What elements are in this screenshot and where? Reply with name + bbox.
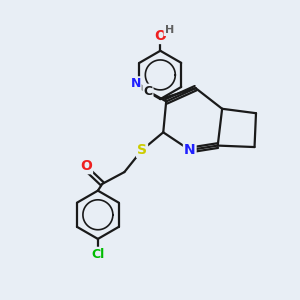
Text: S: S (137, 143, 147, 157)
Text: O: O (154, 29, 166, 43)
Text: O: O (80, 159, 92, 173)
Text: H: H (164, 25, 174, 35)
Text: C: C (143, 85, 152, 98)
Text: N: N (184, 143, 196, 157)
Text: Cl: Cl (91, 248, 104, 261)
Text: N: N (130, 77, 141, 90)
